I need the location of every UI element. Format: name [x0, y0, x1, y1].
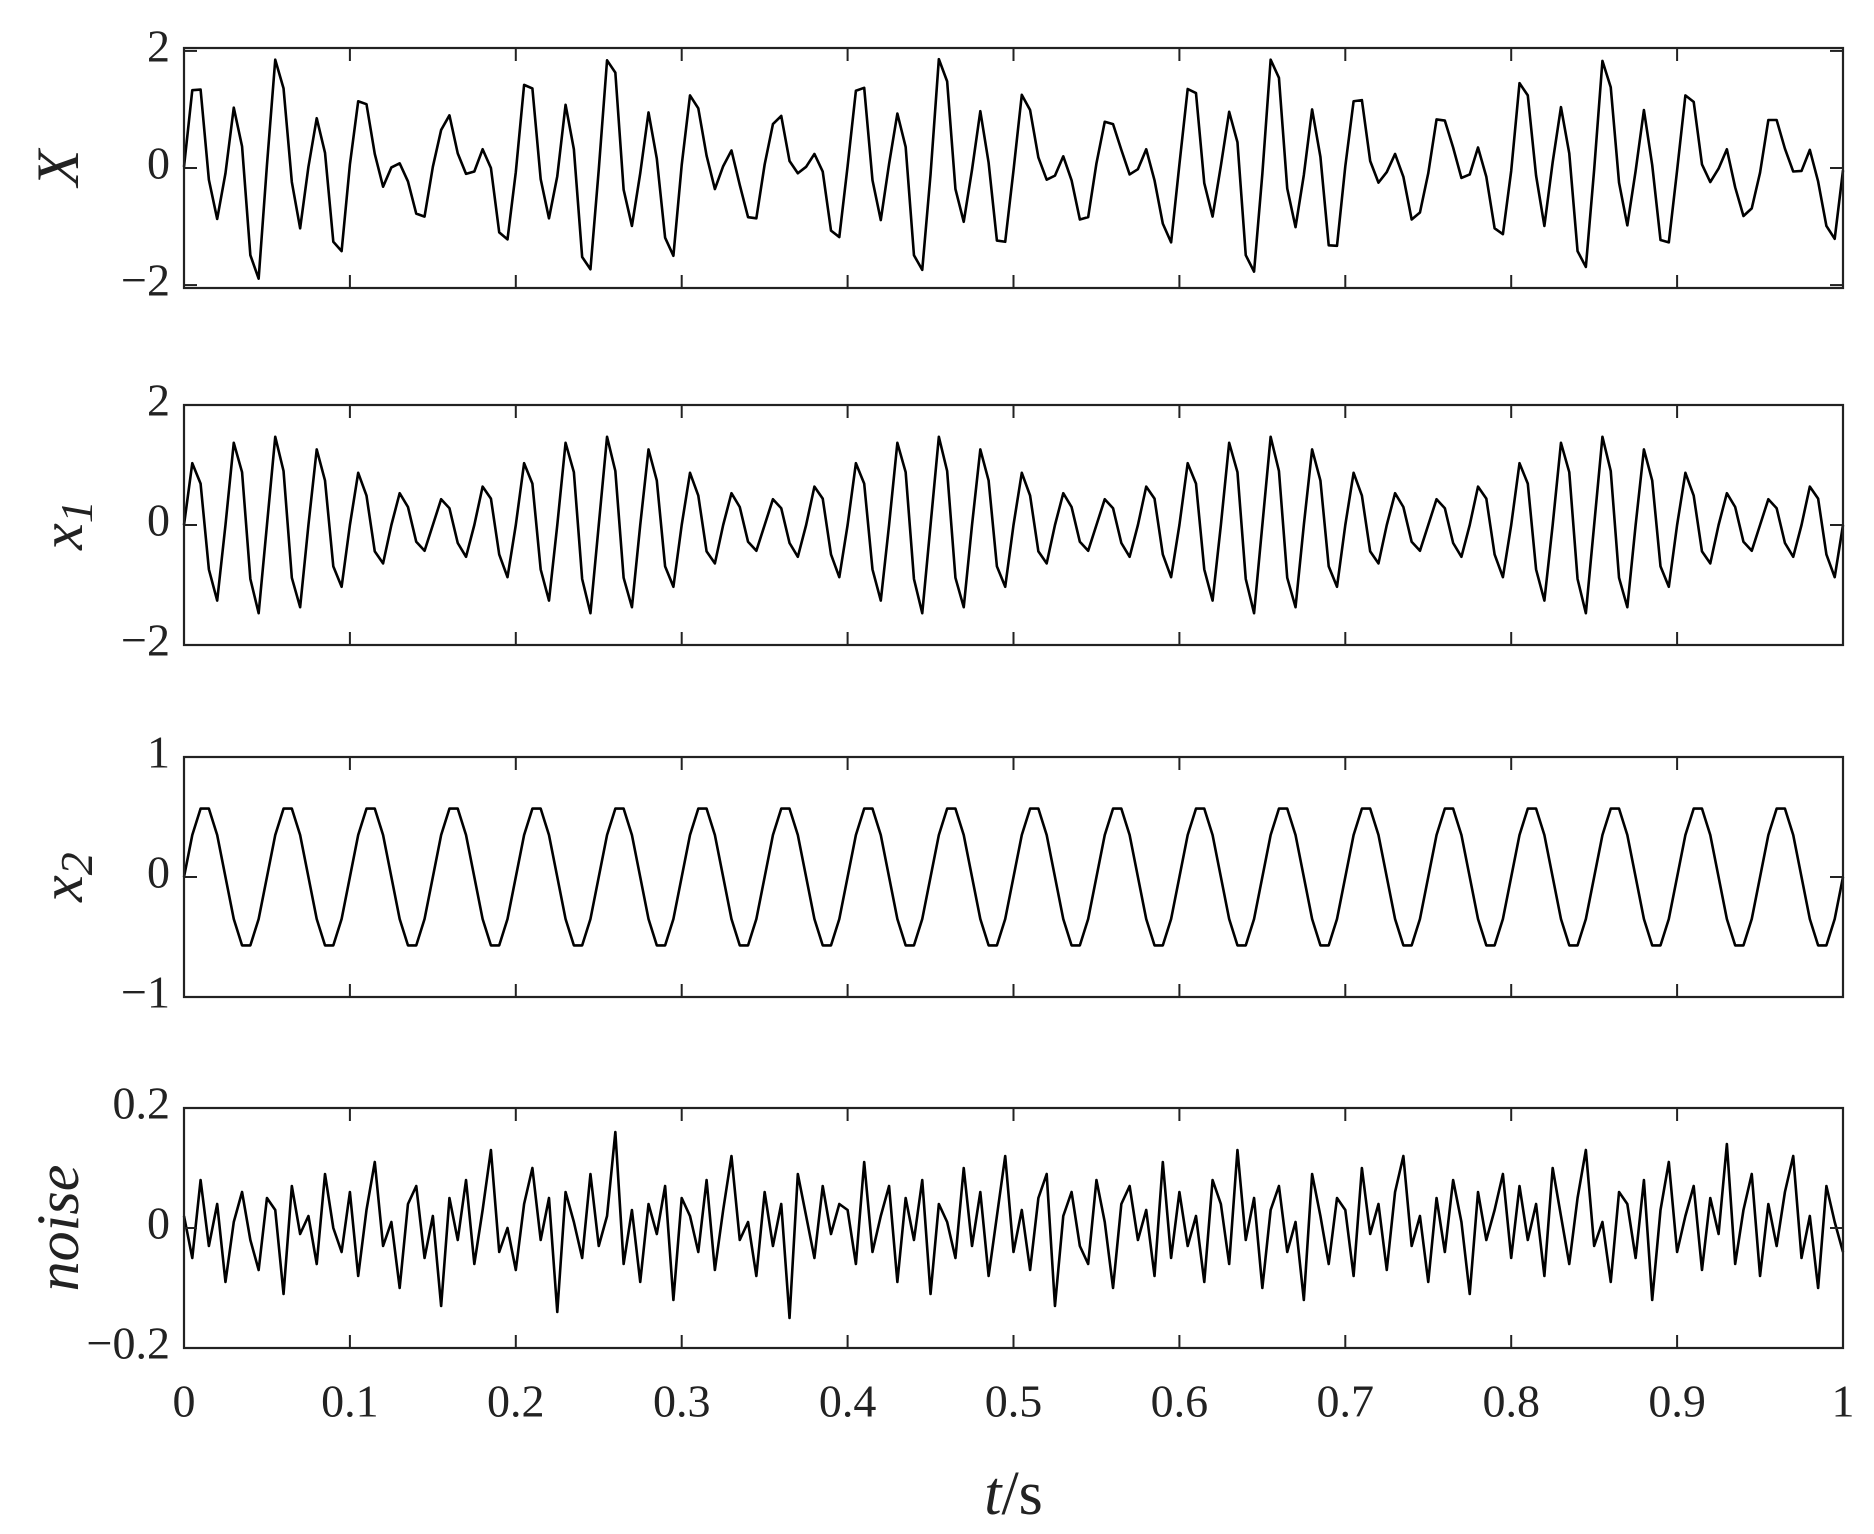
y-tick-label: 0.2	[113, 1078, 171, 1129]
y-tick-label: 2	[147, 20, 170, 71]
signal-line	[182, 435, 1845, 615]
y-axis-label-main: x	[29, 523, 95, 551]
signal-line	[182, 57, 1845, 280]
y-tick-label: 0	[147, 138, 170, 189]
x-tick-label: 0.7	[1317, 1376, 1375, 1427]
x-tick-label: 0.2	[487, 1376, 545, 1427]
x-tick-label: 0	[173, 1376, 196, 1427]
y-tick-label: 0	[147, 847, 170, 898]
subplot: −2 0 2 X	[25, 20, 1845, 306]
y-tick-label: 2	[147, 375, 170, 426]
signal-line	[182, 1130, 1845, 1320]
subplot: −0.200.20 0.1 0.2 0.3 0.4 0.5 0.6 0.7 0.8 0.9 1noi…	[25, 1078, 1855, 1529]
signal-line	[182, 807, 1845, 947]
y-tick-label: −1	[121, 967, 170, 1018]
x-tick-label: 0.4	[819, 1376, 877, 1427]
x-axis-label: t/s	[984, 1460, 1043, 1528]
y-tick-label: −2	[121, 615, 170, 666]
y-tick-label: 1	[147, 727, 170, 778]
x-tick-label: 0.1	[321, 1376, 379, 1427]
x-tick-label: 0.5	[985, 1376, 1043, 1427]
y-axis-label: X	[25, 147, 91, 188]
x-tick-label: 0.8	[1482, 1376, 1540, 1427]
y-axis-label: x2	[29, 852, 102, 903]
x-tick-label: 1	[1832, 1376, 1855, 1427]
y-tick-label: 0	[147, 495, 170, 546]
y-tick-label: −0.2	[87, 1318, 170, 1369]
subplot: −1 0 1 x2	[29, 727, 1845, 1018]
x-tick-label: 0.6	[1151, 1376, 1209, 1427]
y-axis-label-subscript: 2	[51, 852, 102, 875]
y-tick-label: −2	[121, 255, 170, 306]
y-axis-label: noise	[25, 1165, 91, 1292]
x-axis-label-part: t	[984, 1460, 1003, 1528]
subplot: −2 0 2 x1	[29, 375, 1845, 666]
x-tick-label: 0.9	[1648, 1376, 1706, 1427]
y-axis-label-subscript: 1	[51, 500, 102, 523]
x-axis-label-part: /s	[1001, 1460, 1042, 1528]
x-tick-label: 0.3	[653, 1376, 711, 1427]
y-tick-label: 0	[147, 1198, 170, 1249]
y-axis-label: x1	[29, 500, 102, 551]
y-axis-label-main: x	[29, 875, 95, 903]
